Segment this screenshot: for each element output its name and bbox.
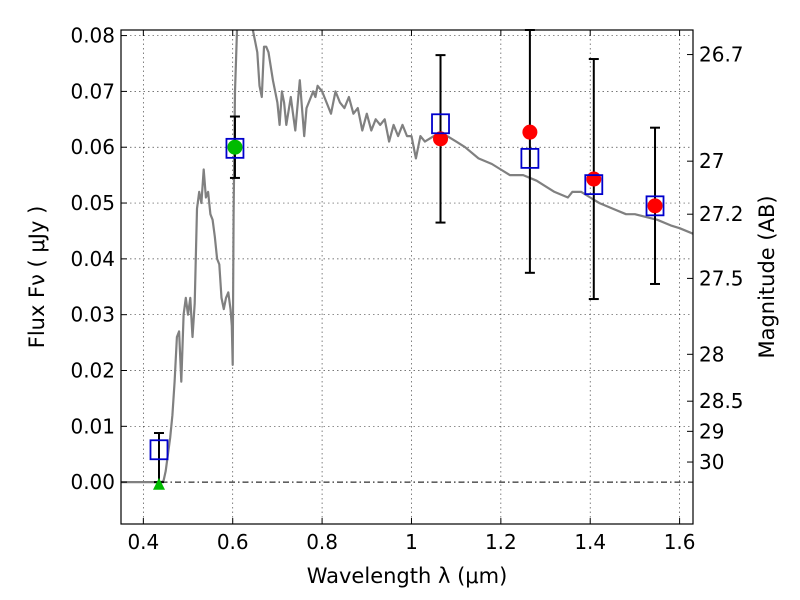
observed-flux-square — [520, 147, 540, 169]
x-axis-label: Wavelength λ (μm) — [307, 564, 508, 588]
x-axis-ticks: 0.4 0.6 0.8 1 1.2 1.4 1.6 — [127, 30, 696, 554]
upper-limit-markers — [152, 477, 165, 490]
observed-flux-square — [149, 439, 169, 461]
y-tick-label: 0.08 — [70, 24, 115, 48]
observed-flux-square — [431, 113, 450, 135]
model-flux-circle — [433, 131, 449, 147]
y-axis-label: Flux Fν ( μJy ) — [25, 206, 49, 349]
model-flux-circle — [522, 124, 538, 140]
y-tick-label: 0.01 — [70, 414, 115, 438]
observed-flux-square — [645, 195, 665, 217]
y-tick-label: 0.06 — [70, 135, 115, 159]
y2-tick-label: 29 — [699, 419, 724, 443]
y2-axis-ticks: 26.7 27 27.2 27.5 28 28.5 29 30 — [687, 43, 744, 474]
x-tick-label: 0.4 — [127, 530, 159, 554]
plot-frame — [120, 29, 694, 525]
y2-tick-label: 30 — [699, 450, 724, 474]
observed-flux-square — [584, 174, 604, 196]
x-tick-label: 1.2 — [485, 530, 517, 554]
model-flux-circle — [586, 171, 602, 187]
upper-limit-triangle — [152, 477, 165, 490]
x-tick-label: 1.6 — [664, 530, 696, 554]
observed-flux-points — [149, 113, 665, 461]
x-tick-label: 0.8 — [306, 530, 338, 554]
y2-tick-label: 28 — [699, 342, 724, 366]
model-sed-curve — [121, 30, 693, 484]
y-tick-label: 0.02 — [70, 358, 115, 382]
x-tick-label: 1 — [405, 530, 418, 554]
x-tick-label: 1.4 — [574, 530, 606, 554]
y2-tick-label: 26.7 — [699, 43, 744, 67]
model-flux-circle — [647, 198, 663, 214]
y-axis-ticks: 0.00 0.01 0.02 0.03 0.04 0.05 0.06 0.07 0.08 — [70, 24, 127, 494]
y-tick-label: 0.04 — [70, 247, 115, 271]
y-tick-label: 0.00 — [70, 470, 115, 494]
y2-tick-label: 28.5 — [699, 389, 744, 413]
model-flux-points — [227, 124, 663, 214]
y-tick-label: 0.07 — [70, 79, 115, 103]
y2-tick-label: 27.5 — [699, 266, 744, 290]
x-tick-label: 0.6 — [217, 530, 249, 554]
y-tick-label: 0.03 — [70, 303, 115, 327]
y2-axis-label: Magnitude (AB) — [755, 195, 779, 358]
model-flux-circle — [227, 139, 243, 155]
observed-flux-square — [225, 137, 245, 159]
y-tick-label: 0.05 — [70, 191, 115, 215]
y2-tick-label: 27.2 — [699, 202, 744, 226]
y2-tick-label: 27 — [699, 149, 724, 173]
